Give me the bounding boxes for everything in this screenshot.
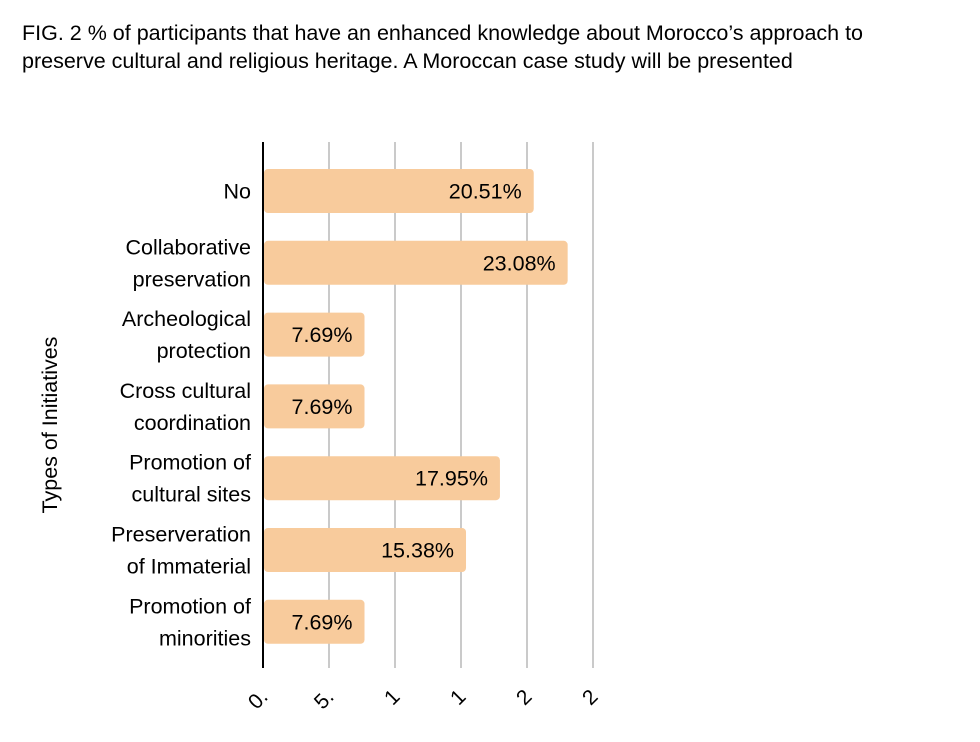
- chart-title: FIG. 2 % of participants that have an en…: [22, 21, 864, 73]
- bar-value-label: 23.08%: [483, 251, 556, 275]
- bar: [264, 528, 467, 572]
- category-label: Archeological: [122, 307, 251, 331]
- gridlines: [328, 142, 594, 668]
- bar-value-label: 7.69%: [292, 610, 353, 634]
- x-tick-label: 1: [446, 685, 471, 710]
- x-tick-label: 2: [512, 685, 537, 710]
- bar: [264, 169, 534, 213]
- category-label: protection: [157, 339, 251, 363]
- bar: [264, 384, 365, 429]
- bar: [264, 456, 500, 501]
- category-label: minorities: [159, 626, 251, 650]
- category-labels: No Collaborative preservation Archeological…: [111, 180, 251, 651]
- bar: [264, 312, 365, 357]
- category-label: Promotion of: [129, 594, 251, 618]
- bar-value-label: 7.69%: [292, 395, 353, 419]
- x-tick-label: 0.: [244, 685, 273, 714]
- category-label: Preserveration: [111, 523, 251, 547]
- category-label: cultural sites: [132, 483, 252, 507]
- category-label: coordination: [134, 411, 251, 435]
- x-tick-label: 1: [380, 685, 405, 710]
- bar-value-label: 7.69%: [292, 323, 353, 347]
- bar-value-label: 20.51%: [449, 180, 522, 204]
- x-tick-label: 2: [578, 685, 603, 710]
- category-label: preservation: [133, 267, 251, 291]
- category-label: No: [224, 180, 252, 204]
- x-tick-labels: 0. 5. 1 1 2 2: [244, 685, 603, 714]
- category-label: Collaborative: [126, 235, 251, 259]
- category-label: of Immaterial: [127, 555, 251, 579]
- bar-value-label: 17.95%: [415, 467, 488, 491]
- category-label: Cross cultural: [120, 379, 251, 403]
- y-axis-title: Types of Initiatives: [38, 337, 62, 514]
- category-label: Promotion of: [129, 451, 251, 475]
- bars: 20.51% 23.08% 7.69% 7.69% 17.95% 15.38% 7.69%: [264, 169, 568, 644]
- bar-value-label: 15.38%: [381, 539, 454, 563]
- bar: [264, 240, 568, 285]
- x-tick-label: 5.: [310, 685, 339, 714]
- bar: [264, 599, 365, 644]
